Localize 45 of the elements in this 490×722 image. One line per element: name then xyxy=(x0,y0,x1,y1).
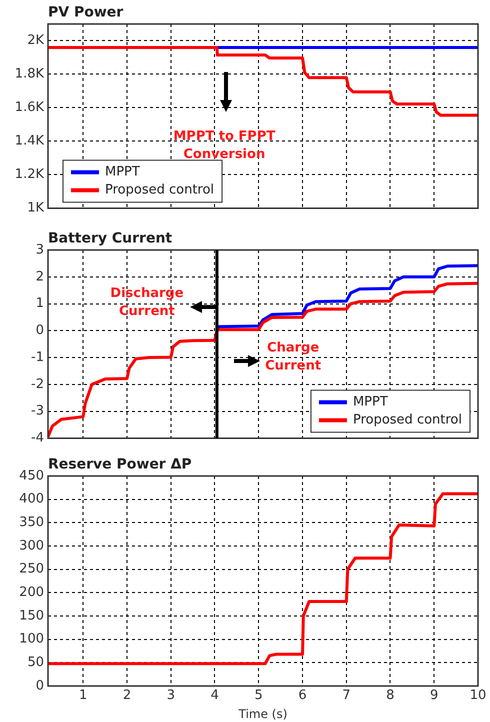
y-tick-label: 100 xyxy=(19,632,44,647)
y-tick-label: 450 xyxy=(19,468,44,484)
y-tick-label: 150 xyxy=(19,608,44,624)
x-tick-label: 7 xyxy=(342,688,351,704)
x-axis-title: Time (s) xyxy=(238,706,288,721)
y-tick-label: -1 xyxy=(31,350,44,365)
x-tick-label: 6 xyxy=(298,688,307,704)
y-tick-label: 3 xyxy=(36,242,44,258)
x-tick-label: 2 xyxy=(122,688,132,704)
y-tick-label: 2 xyxy=(36,269,44,284)
y-tick-label: 1.6K xyxy=(14,100,44,116)
legend-label: MPPT xyxy=(105,164,140,180)
y-tick-label: 400 xyxy=(19,492,44,507)
x-tick-label: 5 xyxy=(254,688,263,704)
y-tick-label: 0 xyxy=(36,323,44,338)
y-tick-label: 200 xyxy=(19,585,44,600)
y-tick-label: 50 xyxy=(27,655,44,670)
y-tick-label: 1 xyxy=(36,296,44,312)
legend-label: Proposed control xyxy=(105,182,214,198)
y-tick-label: 1K xyxy=(27,200,44,216)
y-tick-label: 250 xyxy=(19,562,44,577)
annotation: Charge Current xyxy=(265,340,322,374)
x-tick-label: 4 xyxy=(210,688,219,704)
legend-label: MPPT xyxy=(352,394,388,410)
y-tick-label: 300 xyxy=(19,538,44,554)
chart-title: Reserve Power ΔP xyxy=(48,456,192,473)
y-tick-label: 1.2K xyxy=(14,167,44,182)
legend-label: Proposed control xyxy=(352,412,462,428)
x-tick-label: 10 xyxy=(470,688,486,704)
chart-title: Battery Current xyxy=(48,230,172,247)
annotation: MPPT to FPPT Conversion xyxy=(173,128,276,162)
y-tick-label: 350 xyxy=(19,515,44,530)
x-tick-label: 1 xyxy=(78,688,88,704)
x-tick-label: 8 xyxy=(386,688,394,704)
y-tick-label: 0 xyxy=(36,678,44,694)
y-tick-label: 1.8K xyxy=(14,66,44,82)
y-tick-label: -2 xyxy=(31,376,44,392)
y-tick-label: 2K xyxy=(27,33,44,48)
annotation: Discharge Current xyxy=(110,286,184,320)
y-tick-label: -3 xyxy=(31,404,44,419)
y-tick-label: -4 xyxy=(31,430,44,446)
x-tick-label: 9 xyxy=(430,688,438,704)
x-tick-label: 3 xyxy=(166,688,175,704)
chart-title: PV Power xyxy=(48,4,124,21)
y-tick-label: 1.4K xyxy=(14,134,44,149)
